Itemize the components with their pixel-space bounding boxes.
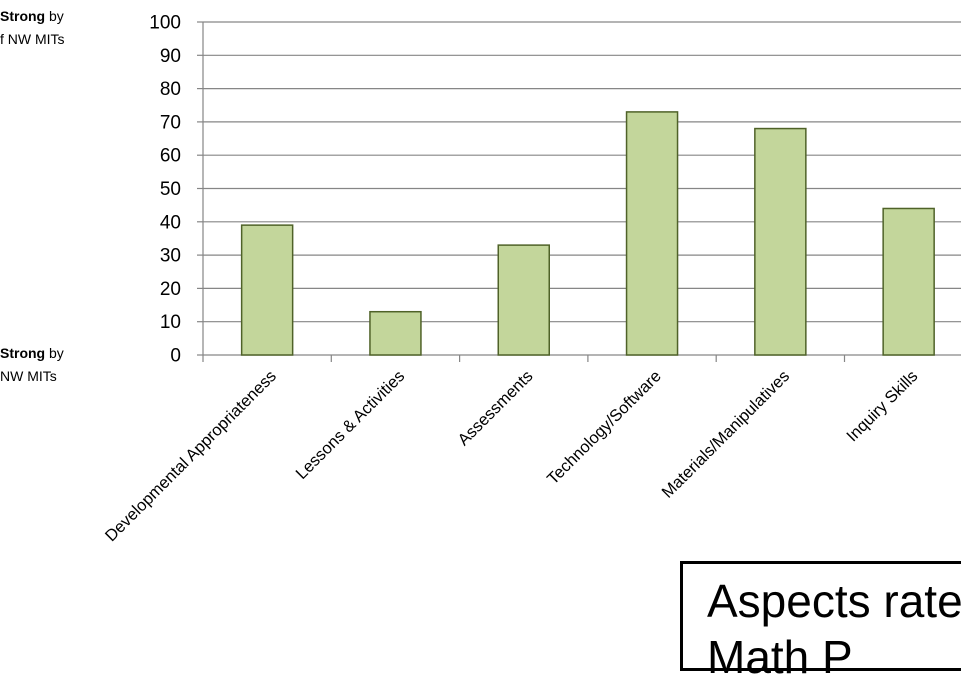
x-tick-label: Developmental Appropriateness [102,367,280,545]
bar-developmental-appropriateness [240,224,294,356]
y-tick-label: 70 [160,112,181,133]
y-tick-label: 100 [149,13,181,34]
y-tick-label: 40 [160,212,181,233]
caption-box: Aspects rate Math P [680,561,961,683]
y-tick-label: 80 [160,79,181,100]
side-note-bottom-line2: NW MITs [0,368,57,384]
caption-line-1: Aspects rate [707,575,961,627]
side-note-top-line2: f NW MITs [0,31,65,47]
bar-lessons-activities [369,310,422,356]
x-tick-label: Inquiry Skills [843,367,921,445]
y-tick-label: 20 [160,279,181,300]
side-note-top-bold: Strong [0,8,46,24]
x-tick-label: Materials/Manipulatives [659,367,794,502]
side-note-bottom-bold: Strong [0,345,46,361]
y-tick-label: 30 [160,246,181,267]
y-tick-label: 60 [160,146,181,167]
side-note-bottom: Strong by [0,345,64,361]
y-tick-label: 0 [170,346,181,367]
bar-materials-manipulatives [754,127,807,356]
y-tick-label: 90 [160,46,181,67]
x-tick-label: Assessments [454,367,536,449]
caption-line-2: Math P [707,631,853,683]
y-tick-label: 10 [160,312,181,333]
x-tick-label: Technology/Software [544,367,665,488]
side-note-top: Strong by [0,8,64,24]
bar-chart: 0 10 20 30 40 50 60 70 80 90 100 Developmental Appr… [102,13,961,545]
y-tick-label: 50 [160,179,181,200]
bar-assessments [497,244,550,356]
bar-technology-software [625,111,679,356]
bar-inquiry-skills [882,207,935,356]
side-note-bottom-rest: by [45,345,64,361]
side-note-top-rest: by [45,8,64,24]
x-tick-label: Lessons & Activities [292,367,408,483]
